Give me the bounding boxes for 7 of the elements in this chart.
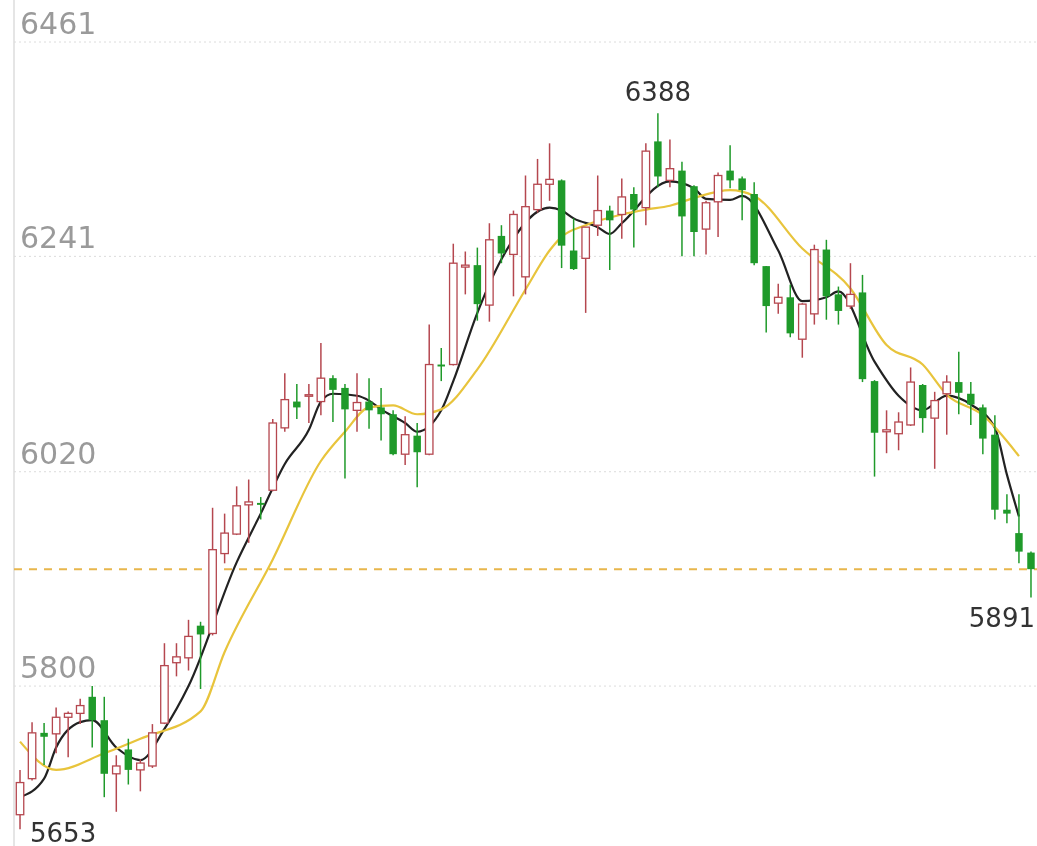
annotation: 5891	[968, 603, 1035, 634]
y-tick-label: 6241	[20, 220, 97, 256]
y-tick-label: 6020	[20, 435, 97, 471]
y-tick-label: 5800	[20, 650, 97, 686]
y-tick-label: 6461	[20, 6, 97, 41]
annotation: 6388	[624, 77, 691, 108]
annotation: 5653	[30, 818, 97, 846]
